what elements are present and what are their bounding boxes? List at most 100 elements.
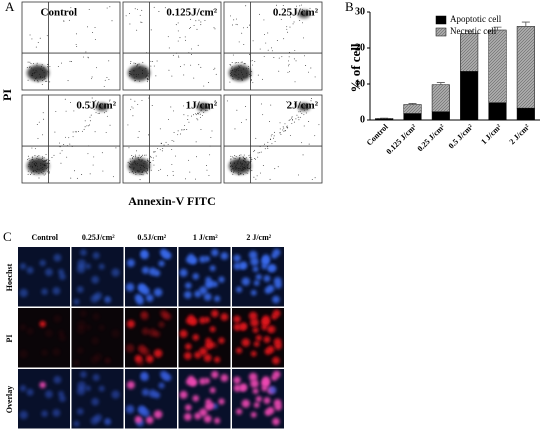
event-dot [130, 109, 131, 110]
cell [19, 411, 27, 419]
cell [184, 291, 192, 299]
event-dot [314, 135, 315, 136]
cell [158, 321, 164, 327]
cell [126, 344, 134, 352]
x-tick-label: Control [365, 122, 391, 148]
event-dot [61, 63, 62, 64]
event-dot [47, 159, 48, 160]
cell [185, 282, 191, 288]
event-dot [28, 62, 29, 63]
event-dot [135, 155, 136, 156]
event-dot [158, 170, 159, 171]
event-dot [260, 173, 261, 174]
event-dot [85, 51, 86, 52]
cell [142, 267, 149, 274]
column-label: Control [31, 233, 58, 242]
event-dot [77, 178, 78, 179]
event-dot [139, 131, 140, 132]
event-dot [241, 33, 242, 34]
event-dot [134, 101, 135, 102]
event-dot [230, 158, 231, 159]
cell [85, 325, 91, 331]
event-dot [250, 155, 251, 156]
event-dot [251, 159, 252, 160]
event-dot [178, 41, 179, 42]
event-dot [235, 63, 236, 64]
cell [39, 382, 45, 388]
event-dot [232, 62, 233, 63]
cell [221, 252, 229, 260]
event-dot [189, 172, 190, 173]
cell [77, 347, 84, 354]
micrograph [179, 369, 231, 429]
cell [154, 349, 163, 358]
cell [139, 285, 147, 293]
cell-cluster [128, 65, 150, 81]
event-dot [146, 172, 147, 173]
event-dot [85, 126, 86, 127]
cell [250, 379, 259, 388]
event-dot [195, 179, 196, 180]
event-dot [285, 123, 286, 124]
event-dot [233, 157, 234, 158]
cell [139, 407, 147, 415]
event-dot [233, 19, 234, 20]
event-dot [91, 115, 92, 116]
cell [204, 354, 212, 362]
event-dot [29, 158, 30, 159]
event-dot [283, 128, 284, 129]
event-dot [188, 52, 189, 53]
event-dot [148, 134, 149, 135]
event-dot [304, 55, 305, 56]
event-dot [246, 157, 247, 158]
event-dot [95, 27, 96, 28]
event-dot [288, 65, 289, 66]
event-dot [135, 174, 136, 175]
event-dot [289, 71, 290, 72]
event-dot [180, 66, 181, 67]
cell [214, 296, 220, 302]
cell [85, 386, 91, 392]
event-dot [73, 136, 74, 137]
event-dot [173, 110, 174, 111]
cell [20, 385, 27, 392]
cell [210, 326, 216, 332]
event-dot [210, 146, 211, 147]
event-dot [245, 5, 246, 6]
event-dot [132, 115, 133, 116]
event-dot [278, 71, 279, 72]
cell [233, 255, 240, 262]
cell [77, 326, 85, 334]
event-dot [272, 134, 273, 135]
event-dot [168, 119, 169, 120]
event-dot [102, 152, 103, 153]
event-dot [39, 122, 40, 123]
event-dot [199, 112, 200, 113]
event-dot [48, 170, 49, 171]
event-dot [108, 79, 109, 80]
flow-x-label: Annexin-V FITC [128, 194, 215, 208]
event-dot [270, 179, 271, 180]
y-tick-label: 0 [360, 114, 365, 125]
event-dot [166, 142, 167, 143]
event-dot [286, 127, 287, 128]
event-dot [154, 66, 155, 67]
event-dot [151, 157, 152, 158]
event-dot [181, 129, 182, 130]
event-dot [301, 113, 302, 114]
event-dot [39, 178, 40, 179]
event-dot [236, 24, 237, 25]
event-dot [318, 124, 319, 125]
cell [233, 377, 240, 384]
event-dot [140, 179, 141, 180]
event-dot [152, 105, 153, 106]
event-dot [132, 157, 133, 158]
x-tick-label: 0.25 J/cm² [416, 122, 447, 153]
event-dot [235, 128, 236, 129]
event-dot [40, 38, 41, 39]
cell [236, 408, 242, 414]
event-dot [135, 8, 136, 9]
event-dot [282, 130, 283, 131]
event-dot [267, 33, 268, 34]
